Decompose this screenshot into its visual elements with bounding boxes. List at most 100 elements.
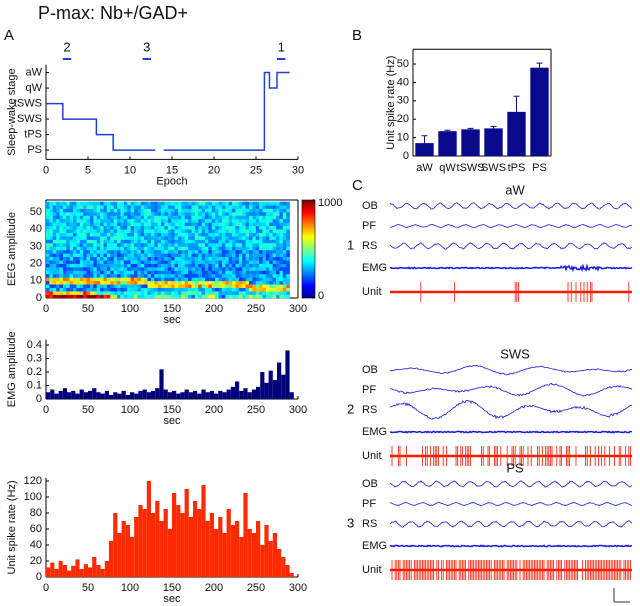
bar: [247, 392, 252, 399]
spectrogram-cell: [279, 270, 284, 275]
spectrogram-cell: [144, 239, 148, 244]
spectrogram-cell: [52, 215, 57, 220]
spectrogram-cell: [181, 212, 186, 216]
spectrogram-cell: [238, 267, 243, 271]
spectrogram-cell: [79, 212, 84, 216]
spectrogram-cell: [130, 225, 135, 230]
spectrogram-cell: [279, 205, 284, 209]
spectrogram-cell: [106, 280, 111, 285]
spectrogram-cell: [93, 242, 98, 247]
spectrogram-cell: [242, 218, 246, 223]
spectrogram-cell: [242, 284, 246, 288]
spectrogram-cell: [181, 294, 186, 299]
spectrogram-cell: [69, 256, 74, 261]
spectrogram-cell: [117, 239, 121, 244]
spectrogram-cell: [140, 284, 145, 288]
spectrogram-cell: [157, 229, 162, 233]
spectrogram-cell: [110, 215, 114, 220]
trace: [389, 382, 633, 397]
spectrogram-cell: [164, 256, 169, 261]
spectrogram-cell: [205, 294, 209, 299]
spectrogram-cell: [96, 287, 101, 292]
spectrogram-cell: [56, 218, 60, 223]
spectrogram-cell: [123, 218, 128, 223]
spectrogram-cell: [215, 287, 219, 292]
spectrogram-cell: [269, 256, 273, 261]
spectrogram-cell: [249, 246, 253, 251]
spectrogram-cell: [133, 236, 138, 240]
spectrogram-cell: [59, 201, 64, 206]
spectrogram-cell: [93, 222, 98, 227]
spectrogram-cell: [171, 232, 175, 237]
spectrogram-cell: [282, 232, 287, 237]
spectrogram-cell: [242, 225, 246, 230]
spectrogram-cell: [86, 212, 91, 216]
spectrogram-cell: [282, 256, 287, 261]
spectrogram-cell: [218, 249, 223, 254]
spectrogram-cell: [208, 294, 213, 299]
spectrogram-cell: [161, 215, 165, 220]
figure-title: P-max: Nb+/GAD+: [38, 3, 188, 23]
y-tick-label: 0: [36, 571, 42, 583]
spectrogram-cell: [76, 260, 81, 264]
spectrogram-cell: [140, 229, 145, 233]
spectrogram-cell: [272, 260, 277, 264]
spectrogram-cell: [59, 242, 64, 247]
spectrogram-cell: [127, 270, 131, 275]
spectrogram-cell: [174, 291, 179, 295]
spectrogram-cell: [259, 260, 263, 264]
spectrogram-cell: [211, 277, 216, 282]
spectrogram-cell: [249, 270, 253, 275]
spectrogram-cell: [62, 253, 67, 258]
spectrogram-cell: [184, 270, 189, 275]
spectrogram-cell: [262, 212, 267, 216]
spectrogram-cell: [242, 205, 246, 209]
spectrogram-cell: [177, 291, 182, 295]
spectrogram-cell: [198, 205, 202, 209]
spectrogram-cell: [174, 236, 179, 240]
spectrogram-cell: [83, 236, 87, 240]
bar: [172, 493, 177, 577]
spectrogram-cell: [76, 280, 81, 285]
spectrogram-cell: [123, 280, 128, 285]
spectrogram-cell: [167, 215, 172, 220]
spectrogram-cell: [191, 246, 196, 251]
unit-spikes: [391, 560, 631, 580]
spectrogram-cell: [269, 287, 273, 292]
spectrogram-cell: [79, 208, 84, 213]
x-tick-label: 0: [43, 164, 49, 176]
spectrogram-cell: [79, 280, 84, 285]
channel-label: PF: [362, 498, 376, 510]
spectrogram-cell: [52, 229, 57, 233]
bar: [214, 529, 219, 577]
y-tick-label: 0: [36, 292, 42, 304]
spectrogram-cell: [272, 270, 277, 275]
spectrogram-cell: [218, 263, 223, 268]
spectrogram-cell: [245, 287, 250, 292]
spectrogram-cell: [113, 270, 118, 275]
spectrogram-cell: [164, 270, 169, 275]
bar: [50, 562, 55, 577]
bar: [201, 485, 206, 577]
panel-label: B: [352, 27, 362, 44]
bar: [188, 392, 193, 399]
spectrogram-cell: [272, 225, 277, 230]
spectrogram-cell: [286, 212, 290, 216]
spectrogram-cell: [164, 212, 169, 216]
spectrogram-cell: [249, 229, 253, 233]
spectrogram-cell: [272, 284, 277, 288]
spectrogram-cell: [211, 208, 216, 213]
spectrogram-cell: [147, 287, 152, 292]
spectrogram-cell: [133, 242, 138, 247]
spectrogram-cell: [249, 273, 253, 278]
spectrogram-cell: [177, 294, 182, 299]
spectrogram-cell: [110, 242, 114, 247]
spectrogram-cell: [130, 232, 135, 237]
spectrogram-cell: [255, 249, 260, 254]
spectrogram-cell: [225, 218, 229, 223]
spectrogram-cell: [123, 253, 128, 258]
spectrogram-cell: [215, 294, 219, 299]
spectrogram-cell: [238, 225, 243, 230]
spectrogram-cell: [137, 249, 142, 254]
spectrogram-cell: [205, 222, 209, 227]
